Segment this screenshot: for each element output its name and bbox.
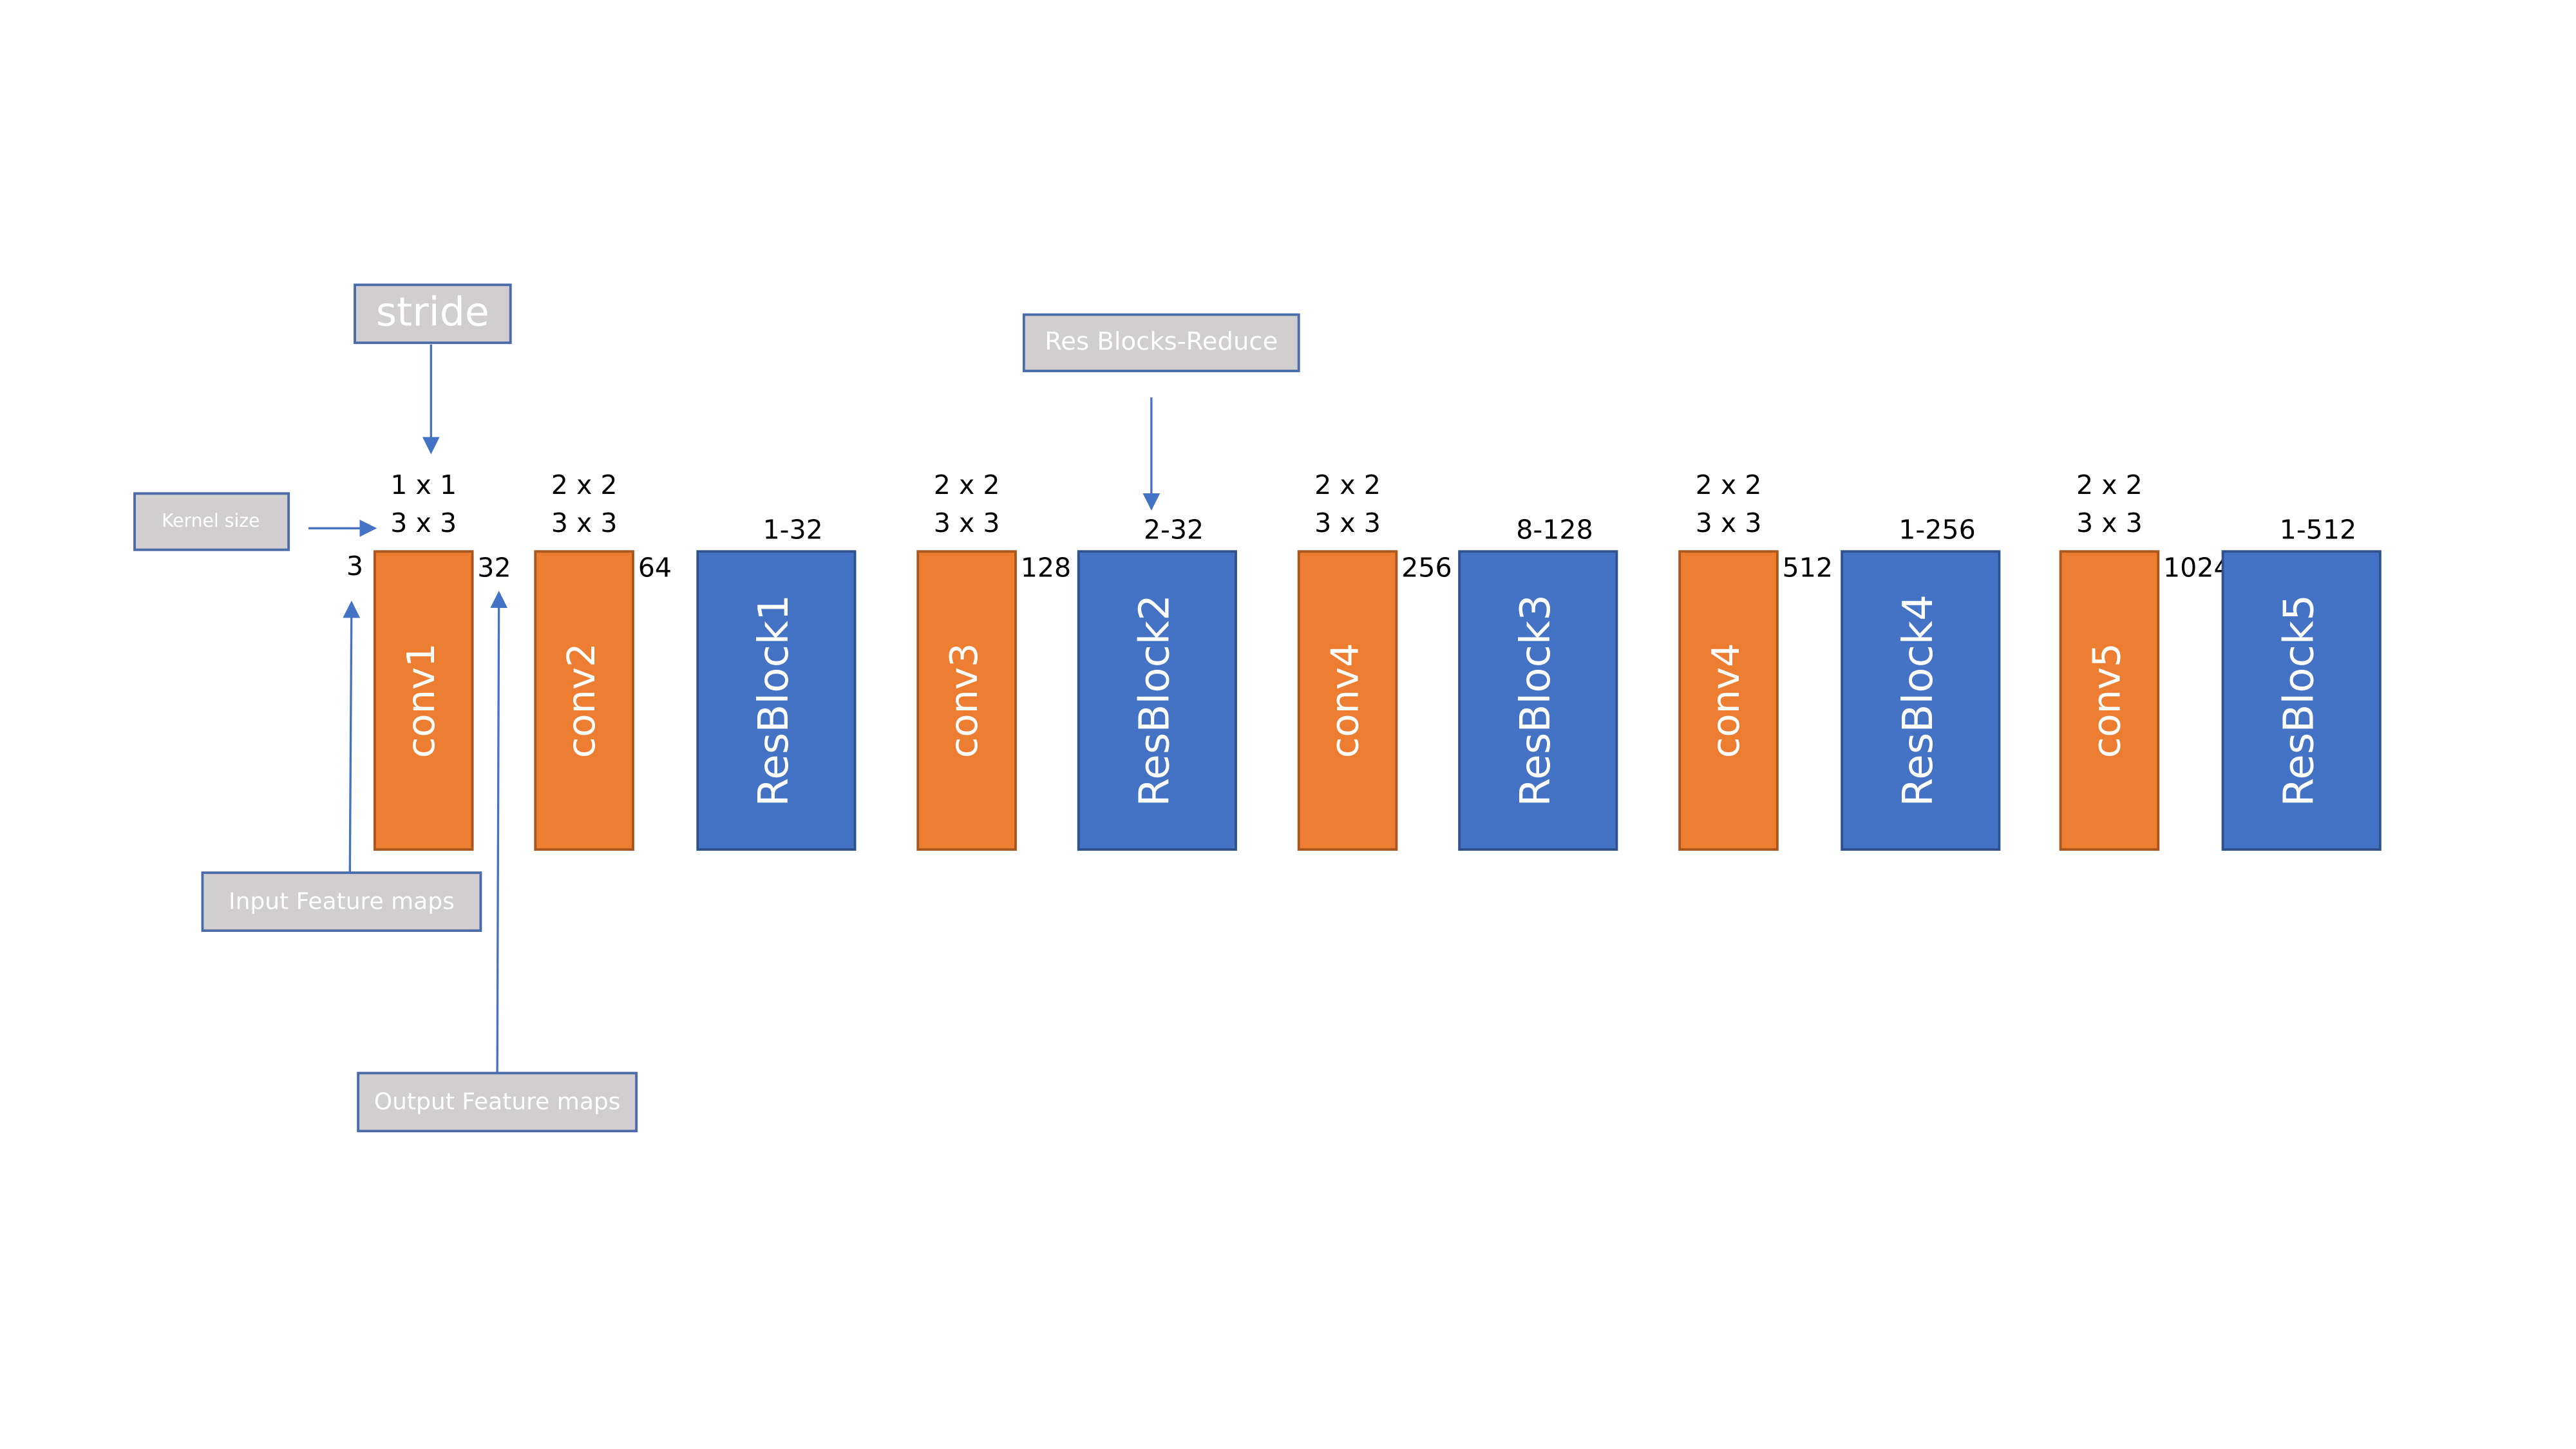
block-label: ResBlock4 bbox=[1894, 594, 1942, 807]
note-text: Input Feature maps bbox=[229, 888, 455, 914]
block-label: ResBlock3 bbox=[1511, 594, 1560, 807]
conv-block bbox=[373, 550, 474, 851]
res-block bbox=[1077, 550, 1237, 851]
res-count-label: 1-512 bbox=[2280, 514, 2356, 545]
kernel-note: Kernel size bbox=[133, 492, 290, 551]
block-label: conv5 bbox=[2085, 643, 2129, 758]
conv-block bbox=[1297, 550, 1398, 851]
res-block bbox=[1841, 550, 2001, 851]
res-count-label: 2-32 bbox=[1144, 514, 1204, 545]
kernel-label: 3 x 3 bbox=[2076, 507, 2143, 538]
stride-label: 2 x 2 bbox=[2076, 469, 2143, 500]
block-label: conv4 bbox=[1323, 643, 1367, 758]
arrow bbox=[490, 591, 508, 1074]
note-text: Kernel size bbox=[162, 510, 260, 531]
kernel-label: 3 x 3 bbox=[551, 507, 618, 538]
block-label: conv1 bbox=[399, 643, 443, 758]
stride-label: 2 x 2 bbox=[934, 469, 1000, 500]
stride-label: 2 x 2 bbox=[1696, 469, 1762, 500]
note-box bbox=[201, 871, 482, 933]
output-note: Output Feature maps bbox=[357, 1072, 638, 1133]
channel-label: 32 bbox=[477, 553, 511, 583]
note-text: Output Feature maps bbox=[374, 1089, 621, 1115]
stride-label: 1 x 1 bbox=[390, 469, 457, 500]
note-text: stride bbox=[376, 289, 489, 336]
stride-label: 2 x 2 bbox=[551, 469, 618, 500]
block-label: conv4 bbox=[1703, 643, 1748, 758]
block-label: ResBlock1 bbox=[750, 594, 798, 807]
res-block bbox=[2221, 550, 2382, 851]
arrow bbox=[343, 600, 361, 873]
block-label: conv2 bbox=[559, 643, 603, 758]
stride-note: stride bbox=[354, 283, 512, 345]
channel-label: 64 bbox=[638, 553, 672, 583]
kernel-label: 3 x 3 bbox=[1696, 507, 1762, 538]
channel-label: 3 bbox=[346, 551, 363, 582]
blocks: conv1 1 x 1 3 x 3 32 conv2 2 x 2 3 x 3 64 ResBlo… bbox=[373, 469, 2382, 851]
res-count-label: 8-128 bbox=[1516, 514, 1593, 545]
conv-block bbox=[916, 550, 1017, 851]
stride-label: 2 x 2 bbox=[1314, 469, 1381, 500]
kernel-label: 3 x 3 bbox=[390, 507, 457, 538]
kernel-label: 3 x 3 bbox=[1314, 507, 1381, 538]
note-box bbox=[133, 492, 290, 551]
note-box bbox=[1022, 313, 1300, 372]
res-count-label: 1-32 bbox=[762, 514, 822, 545]
kernel-label: 3 x 3 bbox=[934, 507, 1000, 538]
conv-block bbox=[2059, 550, 2160, 851]
input-note: Input Feature maps bbox=[201, 871, 482, 933]
channel-label: 256 bbox=[1401, 553, 1452, 583]
res-block bbox=[696, 550, 857, 851]
conv-block bbox=[534, 550, 634, 851]
conv-block bbox=[1678, 550, 1779, 851]
block-label: conv3 bbox=[942, 643, 986, 758]
block-label: ResBlock5 bbox=[2275, 594, 2323, 807]
channel-label: 512 bbox=[1783, 553, 1833, 583]
res-block bbox=[1458, 550, 1618, 851]
note-text: Res Blocks-Reduce bbox=[1045, 327, 1278, 356]
res-count-label: 1-256 bbox=[1899, 514, 1976, 545]
channel-label: 1024 bbox=[2163, 553, 2231, 583]
note-box bbox=[354, 283, 512, 345]
res-reduce-note: Res Blocks-Reduce bbox=[1022, 313, 1300, 372]
channel-label: 128 bbox=[1021, 553, 1072, 583]
block-label: ResBlock2 bbox=[1130, 594, 1179, 807]
